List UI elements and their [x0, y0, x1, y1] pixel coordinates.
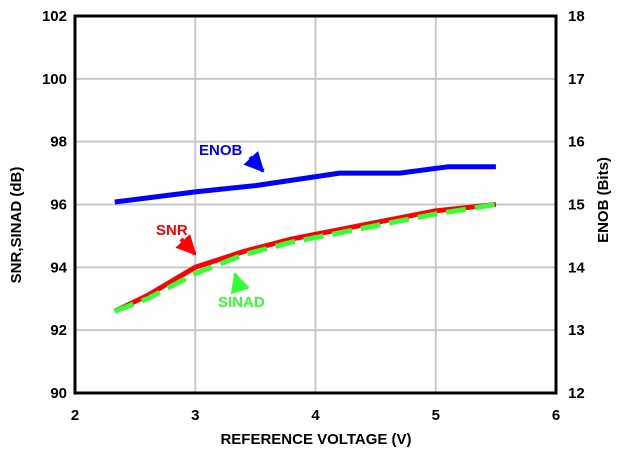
series-layer: [113, 164, 497, 314]
sinad-arrow: [230, 272, 250, 295]
y2-tick-label: 12: [568, 385, 585, 402]
x-tick-label: 4: [311, 407, 320, 424]
snr-label: SNR: [156, 222, 188, 239]
x-tick-label: 3: [191, 407, 199, 424]
enob-arrow: [243, 151, 265, 173]
tick-labels: 2 3 4 5 6 90 92 94 96 98 100 102 12 13 14 15 16 17 18: [42, 8, 585, 424]
snr-arrow: [175, 234, 197, 256]
sinad-label: SINAD: [218, 294, 265, 311]
x-tick-label: 2: [71, 407, 79, 424]
y2-tick-label: 17: [568, 71, 585, 88]
y2-tick-label: 16: [568, 134, 585, 151]
x-axis-title: REFERENCE VOLTAGE (V): [220, 431, 411, 448]
y-tick-label: 98: [50, 134, 67, 151]
x-tick-label: 5: [432, 407, 440, 424]
y-tick-label: 94: [50, 259, 67, 276]
y-tick-label: 90: [50, 385, 67, 402]
y2-tick-label: 13: [568, 322, 585, 339]
y-tick-label: 100: [42, 71, 67, 88]
series-snr-line: [113, 202, 497, 314]
y-axis-title: SNR,SINAD (dB): [8, 167, 25, 284]
grid: [75, 16, 556, 393]
y2-tick-label: 15: [568, 197, 585, 214]
y-tick-label: 102: [42, 8, 67, 25]
series-enob-line: [114, 164, 496, 205]
x-tick-label: 6: [552, 407, 560, 424]
enob-label: ENOB: [199, 142, 243, 159]
annotations: ENOB SNR SINAD: [156, 142, 265, 311]
series-sinad-line: [113, 202, 497, 314]
y2-tick-label: 14: [568, 259, 585, 276]
y2-axis-title: ENOB (Bits): [595, 157, 612, 243]
y2-tick-label: 18: [568, 8, 585, 25]
plot-frame: [73, 14, 558, 395]
y-tick-label: 96: [50, 197, 67, 214]
y-tick-label: 92: [50, 322, 67, 339]
